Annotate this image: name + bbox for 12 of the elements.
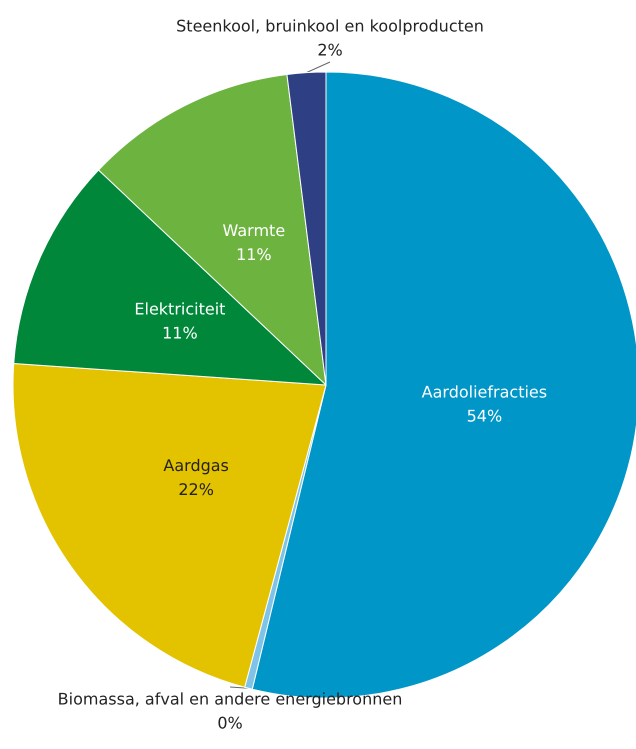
data-label: 22% [178, 480, 214, 500]
slice-label: Aardgas [163, 456, 229, 476]
slice-label: Biomassa, afval en andere energiebronnen [58, 690, 402, 708]
data-label: 11% [162, 323, 198, 342]
data-label: 2% [317, 40, 343, 60]
data-label: 11% [236, 245, 272, 264]
data-label: 54% [466, 406, 502, 426]
slice-label: Elektriciteit [134, 299, 226, 318]
slice-label: Steenkool, bruinkool en koolproducten [176, 16, 484, 36]
slice-label: Aardoliefracties [422, 382, 548, 402]
slice-label: Warmte [222, 221, 286, 240]
data-label: 0% [217, 714, 243, 732]
